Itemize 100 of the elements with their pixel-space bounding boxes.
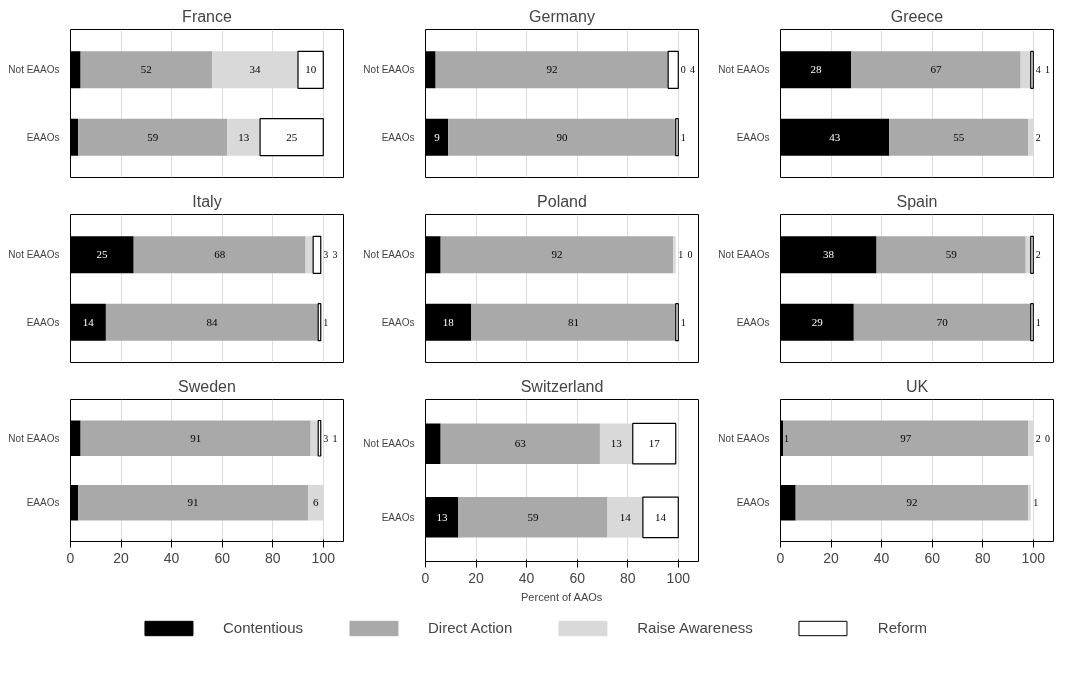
data-label: 91 — [187, 496, 199, 509]
chart-title: France — [182, 7, 232, 25]
data-label: 2 — [1035, 432, 1041, 444]
x-tick-label: 100 — [311, 549, 336, 566]
data-label: 68 — [214, 248, 226, 261]
y-tick-label: Not EAAOs — [363, 438, 415, 450]
legend-label: Reform — [877, 619, 928, 636]
data-label: 13 — [436, 510, 448, 523]
bar — [783, 420, 1029, 456]
data-label: 67 — [930, 63, 942, 76]
x-tick-label: 100 — [1021, 549, 1046, 566]
bar — [448, 118, 676, 156]
bar — [889, 118, 1029, 156]
x-tick-label: 40 — [873, 549, 890, 566]
x-tick-label: 0 — [776, 549, 785, 566]
data-label: 34 — [249, 63, 262, 76]
bar — [851, 51, 1021, 89]
data-label: 38 — [823, 248, 835, 261]
bar — [78, 485, 309, 521]
bar — [312, 235, 322, 274]
x-tick-label: 60 — [924, 549, 941, 566]
x-tick-label: 40 — [518, 569, 535, 586]
bar — [876, 236, 1026, 274]
data-label: 2 — [1035, 249, 1041, 261]
bar — [440, 423, 600, 464]
y-tick-label: EAAOs — [736, 131, 770, 143]
data-label: 92 — [906, 496, 918, 509]
data-label: 63 — [514, 437, 527, 450]
data-label: 13 — [238, 130, 250, 143]
data-label: 0 — [1044, 432, 1050, 444]
data-label: 1 — [680, 316, 686, 328]
x-tick-label: 20 — [113, 549, 130, 566]
bar — [599, 423, 633, 464]
x-tick-label: 20 — [468, 569, 485, 586]
data-label: 59 — [527, 510, 539, 523]
data-label: 92 — [551, 248, 563, 261]
legend-label: Direct Action — [428, 619, 513, 636]
y-tick-label: EAAOs — [381, 316, 415, 328]
data-label: 14 — [655, 510, 667, 523]
bar — [1030, 303, 1034, 342]
bar — [440, 236, 674, 274]
bar — [1030, 235, 1034, 274]
data-label: 2 — [1035, 131, 1041, 143]
chart-title: Spain — [896, 192, 938, 210]
data-label: 1 — [323, 316, 329, 328]
bar — [80, 420, 311, 456]
data-label: 9 — [434, 130, 441, 143]
bar — [212, 51, 298, 89]
data-label: 1 — [1044, 64, 1050, 76]
data-label: 59 — [147, 130, 159, 143]
y-tick-label: Not EAAOs — [363, 249, 415, 261]
data-label: 43 — [829, 130, 841, 143]
chart-title: Germany — [529, 7, 595, 25]
data-label: 1 — [680, 131, 686, 143]
data-label: 1 — [332, 432, 338, 444]
chart-title: Italy — [192, 192, 222, 210]
data-label: 3 — [323, 432, 329, 444]
bar — [675, 303, 679, 342]
bar — [78, 118, 228, 156]
bar — [310, 420, 319, 456]
y-tick-label: EAAOs — [736, 316, 770, 328]
bar — [305, 236, 314, 274]
bar — [675, 118, 679, 157]
data-label: 81 — [567, 315, 579, 328]
data-label: 25 — [286, 130, 298, 143]
data-label: 14 — [619, 510, 632, 523]
bar — [607, 497, 643, 538]
data-label: 90 — [556, 130, 568, 143]
bar — [853, 303, 1031, 341]
x-axis-title: Percent of AAOs — [521, 590, 603, 603]
y-tick-label: Not EAAOs — [718, 249, 770, 261]
data-label: 13 — [610, 437, 623, 450]
bar — [1028, 485, 1031, 521]
chart-title: Poland — [537, 192, 587, 210]
y-tick-label: Not EAAOs — [8, 249, 60, 261]
data-label: 3 — [323, 249, 329, 261]
bar — [458, 497, 608, 538]
bar — [297, 50, 324, 89]
chart-title: Sweden — [178, 377, 236, 395]
data-label: 10 — [305, 63, 317, 76]
data-label: 55 — [953, 130, 965, 143]
data-label: 70 — [936, 315, 949, 328]
chart-title: Switzerland — [520, 377, 604, 395]
bar — [259, 118, 324, 157]
x-tick-label: 0 — [421, 569, 430, 586]
y-tick-label: EAAOs — [381, 511, 415, 523]
legend-label: Raise Awareness — [637, 619, 753, 636]
data-label: 1 — [784, 432, 790, 444]
bar — [795, 485, 1029, 521]
bar — [471, 303, 676, 341]
y-tick-label: Not EAAOs — [718, 432, 770, 444]
x-tick-label: 60 — [569, 569, 586, 586]
data-label: 3 — [332, 249, 338, 261]
bar — [105, 303, 319, 341]
x-tick-label: 80 — [974, 549, 991, 566]
bar — [80, 51, 213, 89]
data-label: 1 — [1033, 497, 1039, 509]
x-tick-label: 80 — [619, 569, 636, 586]
data-label: 4 — [689, 64, 695, 76]
bar — [435, 51, 669, 89]
